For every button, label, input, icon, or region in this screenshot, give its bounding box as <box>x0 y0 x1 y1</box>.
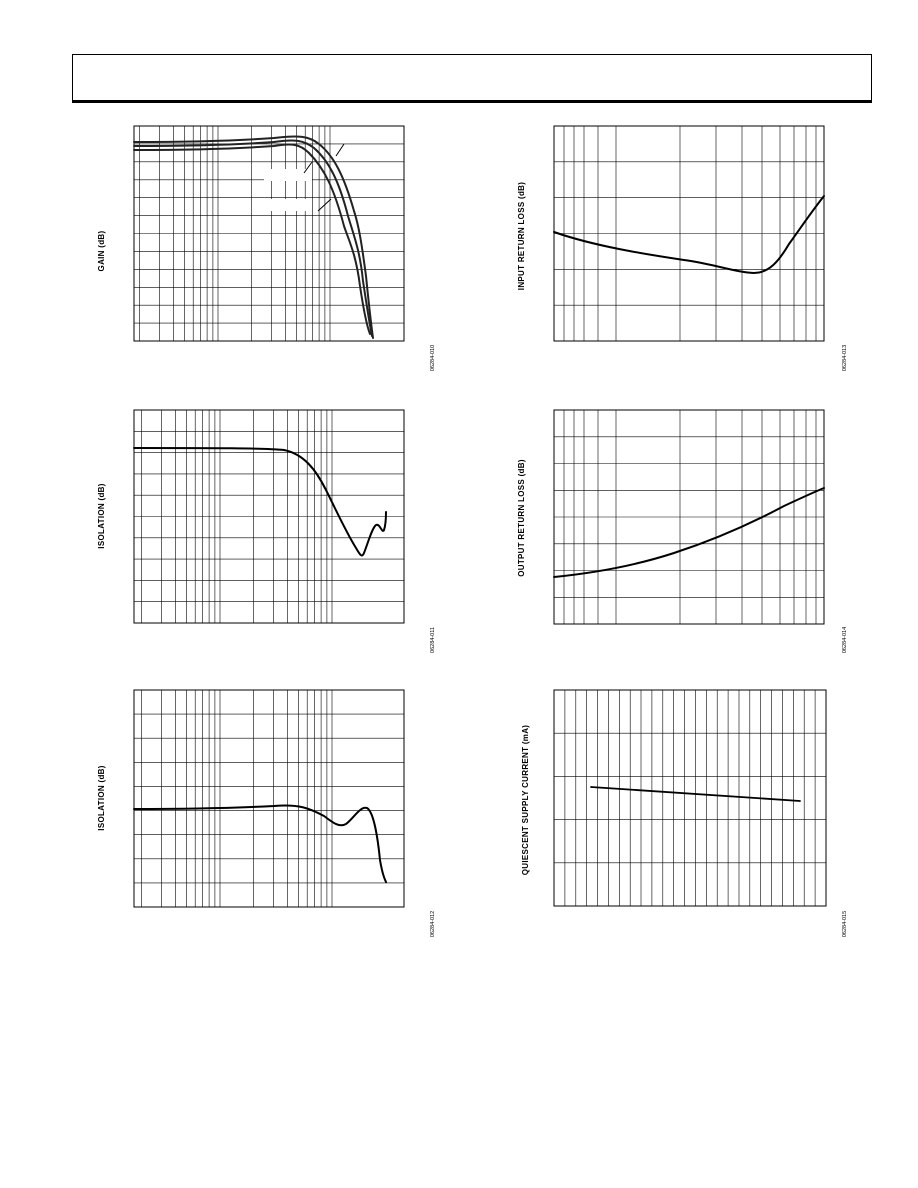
isolation-1-chart: ISOLATION (dB) 06284-011 <box>97 409 436 653</box>
quiescent-supply-current-series-0 <box>590 786 801 802</box>
isolation-2-series-0 <box>133 804 387 883</box>
input-return-loss-grid <box>554 126 824 341</box>
isolation-2-grid <box>134 690 404 907</box>
isolation-2-chart: ISOLATION (dB) 06284-012 <box>97 689 436 937</box>
gain-series-1 <box>133 139 373 337</box>
quiescent-supply-current-grid <box>554 690 826 906</box>
input-return-loss-figure-id: 06284-013 <box>842 345 848 371</box>
gain-series-0 <box>133 135 374 339</box>
gain-legend-box-1 <box>264 169 312 181</box>
gain-chart: GAIN (dB) 06284-010 <box>97 125 436 371</box>
gain-legend-box-2 <box>264 199 312 211</box>
isolation-1-series-0 <box>133 447 387 557</box>
input-return-loss-plot-area <box>553 125 825 342</box>
output-return-loss-chart: OUTPUT RETURN LOSS (dB) 06284-014 <box>517 409 848 653</box>
output-return-loss-curves <box>553 487 825 578</box>
gain-grid <box>134 126 404 341</box>
input-return-loss-series-0 <box>553 195 825 274</box>
output-return-loss-plot-area <box>553 409 825 625</box>
output-return-loss-grid <box>554 410 824 624</box>
isolation-1-plot-area <box>133 409 405 624</box>
quiescent-supply-current-figure-id: 06284-015 <box>842 911 848 937</box>
gain-series-2 <box>133 143 371 335</box>
isolation-2-plot-frame <box>133 689 405 908</box>
gain-annotation-arrow-3 <box>317 198 332 212</box>
output-return-loss-figure-id: 06284-014 <box>842 627 848 653</box>
isolation-1-curves <box>133 447 387 557</box>
isolation-2-plot-area <box>133 689 405 908</box>
gain-annotation-arrow-2 <box>303 161 313 174</box>
isolation-1-grid <box>134 410 404 623</box>
gain-figure-id: 06284-010 <box>430 345 436 371</box>
isolation-2-figure-id: 06284-012 <box>430 911 436 937</box>
isolation-1-figure-id: 06284-011 <box>430 627 436 653</box>
quiescent-supply-current-ylabel: QUIESCENT SUPPLY CURRENT (mA) <box>521 725 530 876</box>
gain-ylabel: GAIN (dB) <box>97 231 106 272</box>
output-return-loss-ylabel: OUTPUT RETURN LOSS (dB) <box>517 459 526 577</box>
isolation-1-ylabel: ISOLATION (dB) <box>97 483 106 548</box>
quiescent-supply-current-curves <box>590 786 801 802</box>
isolation-2-curves <box>133 804 387 883</box>
page-header-box <box>72 54 872 103</box>
input-return-loss-curves <box>553 195 825 274</box>
gain-plot-area <box>133 125 405 342</box>
input-return-loss-ylabel: INPUT RETURN LOSS (dB) <box>517 182 526 290</box>
quiescent-supply-current-chart: QUIESCENT SUPPLY CURRENT (mA) 06284-015 <box>521 689 848 937</box>
output-return-loss-series-0 <box>553 487 825 578</box>
input-return-loss-chart: INPUT RETURN LOSS (dB) 06284-013 <box>517 125 848 371</box>
gain-curves <box>133 135 374 339</box>
quiescent-supply-current-plot-frame <box>553 689 827 907</box>
gain-annotation-arrow-1 <box>335 143 345 157</box>
quiescent-supply-current-plot-area <box>553 689 827 907</box>
isolation-2-ylabel: ISOLATION (dB) <box>97 765 106 830</box>
